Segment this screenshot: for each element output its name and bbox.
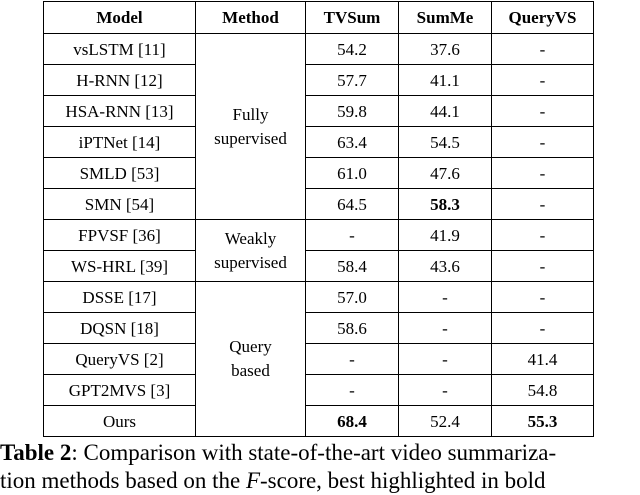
- caption-text-line2a: tion methods based on the: [0, 468, 246, 493]
- method-label: Weakly: [224, 228, 277, 248]
- table-row: H-RNN [12] 57.7 41.1 -: [43, 64, 594, 96]
- summe-cell: 37.6: [398, 33, 492, 65]
- table-row: HSA-RNN [13] 59.8 44.1 -: [43, 95, 594, 127]
- tvsum-cell: -: [305, 219, 399, 251]
- summe-cell: -: [398, 312, 492, 344]
- model-cell: Ours: [43, 405, 196, 437]
- method-cell-weakly-supervised: Weakly supervised: [195, 219, 306, 282]
- summe-cell: 47.6: [398, 157, 492, 189]
- model-cell: SMN [54]: [43, 188, 196, 220]
- method-label: based: [231, 361, 270, 380]
- table-header-row: Model Method TVSum SumMe QueryVS: [43, 1, 594, 34]
- table-row: FPVSF [36] Weakly supervised - 41.9 -: [43, 219, 594, 282]
- model-cell: SMLD [53]: [43, 157, 196, 189]
- tvsum-cell-best: 68.4: [305, 405, 399, 437]
- method-label: Fully: [232, 104, 269, 124]
- header-method: Method: [195, 1, 306, 34]
- table-row: SMN [54] 64.5 58.3 -: [43, 188, 594, 220]
- queryvs-cell: -: [491, 33, 594, 65]
- header-tvsum: TVSum: [305, 1, 399, 34]
- table-row: DSSE [17] Query based 57.0 - -: [43, 281, 594, 437]
- tvsum-cell: 59.8: [305, 95, 399, 127]
- queryvs-cell: -: [491, 64, 594, 96]
- queryvs-cell: 54.8: [491, 374, 594, 406]
- method-cell-query-based: Query based: [195, 281, 306, 437]
- queryvs-cell: -: [491, 281, 594, 313]
- tvsum-cell: -: [305, 343, 399, 375]
- method-cell-fully-supervised: Fully supervised: [195, 33, 306, 220]
- table-row: QueryVS [2] - - 41.4: [43, 343, 594, 375]
- queryvs-cell: -: [491, 126, 594, 158]
- tvsum-cell: 57.0: [305, 281, 399, 313]
- summe-cell: 41.1: [398, 64, 492, 96]
- queryvs-cell: -: [491, 188, 594, 220]
- table-row: Ours 68.4 52.4 55.3: [43, 405, 594, 437]
- queryvs-cell: -: [491, 250, 594, 282]
- tvsum-cell: 58.4: [305, 250, 399, 282]
- method-label: supervised: [214, 128, 287, 148]
- queryvs-cell: -: [491, 219, 594, 251]
- caption-text: : Comparison with state-of-the-art video…: [71, 440, 557, 465]
- table-row: GPT2MVS [3] - - 54.8: [43, 374, 594, 406]
- table-row: iPTNet [14] 63.4 54.5 -: [43, 126, 594, 158]
- tvsum-cell: 57.7: [305, 64, 399, 96]
- summe-cell: -: [398, 374, 492, 406]
- method-label: supervised: [214, 252, 287, 272]
- table-row: SMLD [53] 61.0 47.6 -: [43, 157, 594, 189]
- queryvs-cell-best: 55.3: [491, 405, 594, 437]
- model-cell: FPVSF [36]: [43, 219, 196, 251]
- queryvs-cell: -: [491, 312, 594, 344]
- tvsum-cell: 61.0: [305, 157, 399, 189]
- summe-cell: -: [398, 343, 492, 375]
- model-cell: DSSE [17]: [43, 281, 196, 313]
- model-cell: HSA-RNN [13]: [43, 95, 196, 127]
- tvsum-cell: 64.5: [305, 188, 399, 220]
- table-caption-line2: tion methods based on the F-score, best …: [0, 466, 546, 495]
- summe-cell: 44.1: [398, 95, 492, 127]
- tvsum-cell: -: [305, 374, 399, 406]
- comparison-table: Model Method TVSum SumMe QueryVS vsLSTM …: [43, 1, 594, 437]
- summe-cell: -: [398, 281, 492, 313]
- model-cell: iPTNet [14]: [43, 126, 196, 158]
- model-cell: QueryVS [2]: [43, 343, 196, 375]
- caption-label: Table 2: [0, 440, 72, 465]
- queryvs-cell: -: [491, 157, 594, 189]
- header-summe: SumMe: [398, 1, 492, 34]
- table-caption: Table 2: Comparison with state-of-the-ar…: [0, 438, 640, 467]
- model-cell: DQSN [18]: [43, 312, 196, 344]
- header-queryvs: QueryVS: [491, 1, 594, 34]
- summe-cell: 52.4: [398, 405, 492, 437]
- tvsum-cell: 54.2: [305, 33, 399, 65]
- summe-cell: 43.6: [398, 250, 492, 282]
- caption-text-line2b: -score, best highlighted in bold: [260, 468, 546, 493]
- summe-cell: 54.5: [398, 126, 492, 158]
- tvsum-cell: 63.4: [305, 126, 399, 158]
- caption-variable: F: [245, 468, 260, 493]
- summe-cell-best: 58.3: [398, 188, 492, 220]
- model-cell: H-RNN [12]: [43, 64, 196, 96]
- method-label: Query: [229, 337, 272, 357]
- table-row: DQSN [18] 58.6 - -: [43, 312, 594, 344]
- table-row: WS-HRL [39] 58.4 43.6 -: [43, 250, 594, 282]
- queryvs-cell: 41.4: [491, 343, 594, 375]
- model-cell: GPT2MVS [3]: [43, 374, 196, 406]
- header-model: Model: [43, 1, 196, 34]
- tvsum-cell: 58.6: [305, 312, 399, 344]
- summe-cell: 41.9: [398, 219, 492, 251]
- model-cell: vsLSTM [11]: [43, 33, 196, 65]
- model-cell: WS-HRL [39]: [43, 250, 196, 282]
- queryvs-cell: -: [491, 95, 594, 127]
- table-row: vsLSTM [11] Fully supervised 54.2 37.6 -: [43, 33, 594, 220]
